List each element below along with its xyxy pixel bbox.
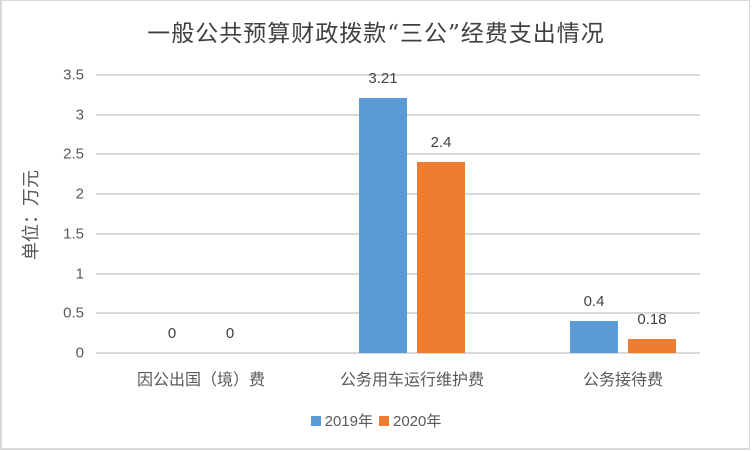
y-tick-label: 2 — [75, 185, 84, 203]
gridline — [96, 352, 700, 354]
data-label: 2.4 — [430, 134, 452, 152]
y-axis-label: 单位：万元 — [21, 170, 42, 260]
legend-swatch-2019 — [310, 415, 321, 426]
y-tick-label: 3 — [75, 106, 84, 124]
bar — [359, 98, 407, 353]
legend-item-2020: 2020年 — [379, 410, 441, 431]
y-tick-label: 1 — [75, 265, 84, 283]
chart-title: 一般公共预算财政拨款“三公”经费支出情况 — [147, 21, 605, 47]
legend-item-2019: 2019年 — [310, 410, 373, 431]
data-label: 0.18 — [637, 310, 667, 328]
gridline — [96, 74, 700, 76]
data-label: 0.4 — [583, 293, 605, 311]
x-category-label: 公务接待费 — [582, 370, 663, 389]
data-label: 3.21 — [368, 70, 398, 88]
data-label: 0 — [225, 325, 235, 342]
x-category-label: 因公出国（境）费 — [136, 370, 265, 389]
y-tick-label: 0.5 — [63, 304, 84, 322]
legend-label-2019: 2019年 — [324, 413, 373, 430]
data-label: 0 — [167, 325, 177, 342]
y-tick-label: 1.5 — [63, 225, 84, 243]
y-tick-label: 2.5 — [63, 145, 84, 163]
bar — [417, 162, 465, 353]
legend: 2019年 2020年 — [0, 410, 752, 431]
bar — [628, 338, 676, 353]
y-tick-label: 0 — [75, 344, 84, 362]
bar — [570, 321, 618, 353]
y-tick-label: 3.5 — [63, 66, 84, 84]
legend-swatch-2020 — [379, 415, 389, 426]
legend-label-2020: 2020年 — [393, 413, 442, 430]
x-category-label: 公务用车运行维护费 — [339, 370, 484, 389]
